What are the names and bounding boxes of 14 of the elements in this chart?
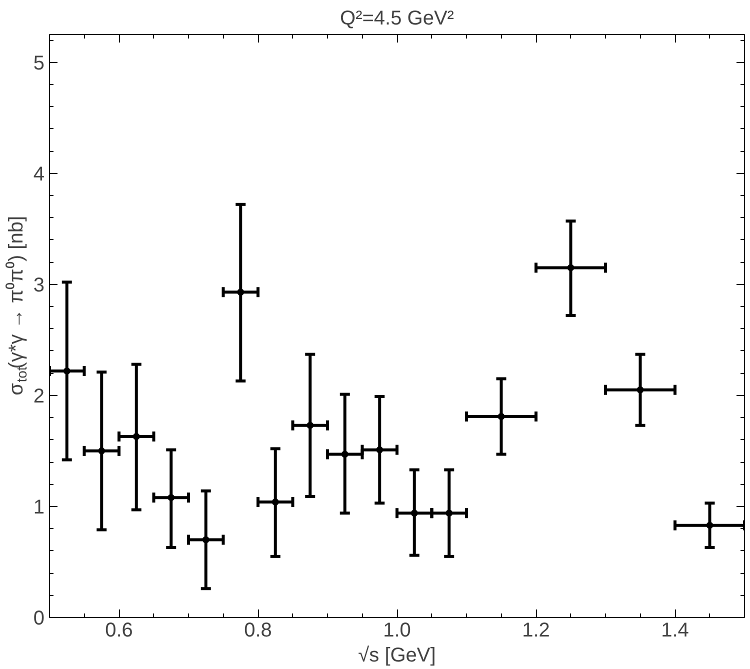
chart-title: Q²=4.5 GeV² [340,8,454,30]
y-tick-label: 2 [33,385,44,408]
y-tick-label: 5 [33,52,44,74]
y-tick-label: 0 [33,608,44,630]
x-tick-label: 1.2 [522,620,550,642]
y-tick-label: 3 [33,274,44,296]
x-tick-label: 0.6 [105,620,133,642]
x-tick-label: 0.8 [244,620,272,642]
y-axis-title: σtot(γ*γ → π⁰π⁰) [nb] [4,216,30,396]
x-tick-label: 1.0 [383,620,411,642]
x-tick-label: 1.4 [661,620,689,642]
y-tick-label: 4 [33,163,44,186]
x-axis-title: √s [GeV] [358,644,436,666]
y-tick-label: 1 [33,496,44,518]
